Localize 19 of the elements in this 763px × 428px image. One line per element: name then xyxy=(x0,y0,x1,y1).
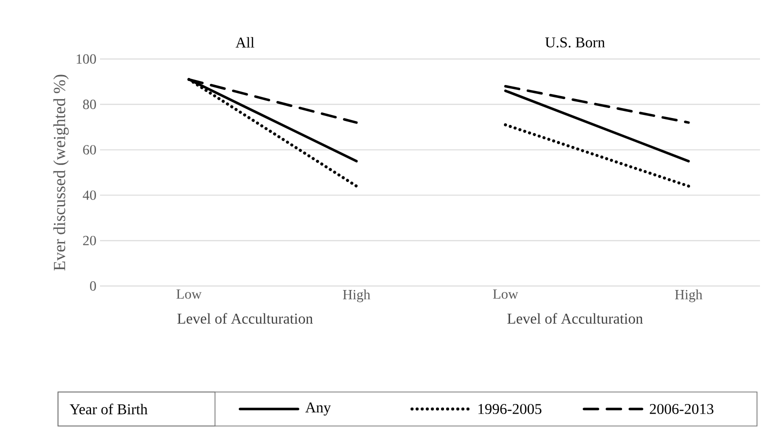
chart-title: All xyxy=(236,37,254,48)
x-axis-title: Level of Acculturation xyxy=(507,313,643,324)
y-tick-label: 40 xyxy=(82,190,96,200)
chart-title: U.S. Born xyxy=(545,37,605,48)
legend-label: 1996-2005 xyxy=(478,404,542,414)
x-tick-label: Low xyxy=(493,290,518,299)
y-tick-label: 0 xyxy=(90,281,96,291)
legend-title: Year of Birth xyxy=(70,404,148,414)
x-tick-label: High xyxy=(342,290,370,302)
y-tick-label: 80 xyxy=(83,100,96,110)
x-axis-title: Level of Acculturation xyxy=(177,313,313,324)
x-tick-label: Low xyxy=(176,290,202,299)
y-tick-label: 20 xyxy=(83,236,96,246)
y-tick-label: 100 xyxy=(76,54,96,64)
legend-label: 2006-2013 xyxy=(650,404,714,414)
legend-label: Any xyxy=(305,402,331,416)
y-axis-title: Ever discussed (weighted %) xyxy=(53,74,69,271)
y-tick-label: 60 xyxy=(83,145,96,155)
x-tick-label: High xyxy=(675,290,702,302)
